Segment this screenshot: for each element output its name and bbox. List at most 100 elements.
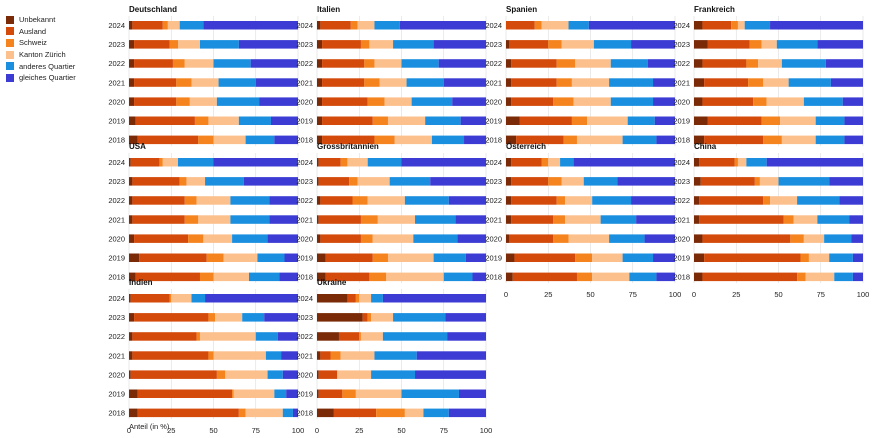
bar-segment	[748, 78, 764, 87]
bar-segment	[763, 78, 789, 87]
bar-segment	[292, 408, 298, 418]
bar-segment	[367, 196, 405, 205]
bar-segment	[137, 408, 239, 418]
bar-segment	[284, 253, 298, 262]
year-label: 2024	[296, 21, 313, 30]
bar-segment	[588, 21, 675, 30]
bar-segment	[129, 234, 135, 243]
bar-segment	[443, 272, 473, 282]
bar-segment	[135, 116, 195, 125]
bar-segment	[184, 196, 197, 205]
bar-segment	[393, 313, 446, 322]
legend-swatch	[6, 73, 14, 82]
bar-segment	[731, 21, 738, 30]
bar-segment	[457, 234, 486, 243]
x-tick-label: 25	[732, 290, 740, 299]
bar-segment	[134, 40, 170, 49]
bar-segment	[130, 158, 160, 167]
bar-segment	[653, 253, 675, 262]
bar-segment	[506, 234, 510, 243]
bar-segment	[817, 40, 863, 49]
bar-segment	[186, 177, 206, 186]
bar-segment	[443, 78, 486, 87]
bar-segment	[763, 196, 771, 205]
bar-segment	[780, 116, 816, 125]
legend-swatch	[6, 15, 14, 24]
bar-segment	[565, 215, 601, 224]
bar-segment	[694, 272, 703, 282]
year-label: 2024	[485, 158, 502, 167]
bar-segment	[130, 370, 217, 379]
bar-segment	[129, 177, 133, 186]
year-label: 2023	[673, 177, 690, 186]
year-label: 2021	[108, 78, 125, 87]
year-label: 2024	[108, 294, 125, 303]
year-label: 2021	[296, 215, 313, 224]
bar-segment	[506, 40, 510, 49]
bar-segment	[171, 294, 192, 303]
bar-segment	[245, 135, 275, 145]
bar-segment	[592, 196, 632, 205]
bar-segment	[279, 272, 298, 282]
year-label: 2018	[296, 409, 313, 418]
bar-segment	[776, 40, 818, 49]
bar-segment	[548, 158, 561, 167]
bar-segment	[265, 351, 282, 360]
bar-segment	[803, 97, 843, 106]
bar-segment	[425, 116, 461, 125]
bar-segment	[707, 40, 750, 49]
bar-segment	[213, 158, 298, 167]
bar-segment	[198, 215, 231, 224]
bar-segment	[423, 408, 449, 418]
bar-segment	[413, 234, 458, 243]
bar-segment	[553, 215, 566, 224]
year-label: 2024	[296, 158, 313, 167]
bar-segment	[653, 78, 675, 87]
bar-segment	[694, 40, 708, 49]
x-tick-label: 50	[209, 426, 217, 435]
bar-segment	[132, 196, 185, 205]
bar-segment	[205, 294, 298, 303]
bar-segment	[213, 135, 246, 145]
bar-segment	[746, 158, 767, 167]
bar-segment	[242, 313, 265, 322]
year-label: 2023	[673, 40, 690, 49]
bar-segment	[839, 196, 863, 205]
year-label: 2020	[485, 97, 502, 106]
bar-segment	[629, 272, 657, 282]
bar-segment	[317, 40, 323, 49]
bar-segment	[704, 135, 764, 145]
bar-segment	[267, 370, 283, 379]
bar-segment	[561, 177, 584, 186]
bar-segment	[430, 177, 486, 186]
bar-segment	[512, 272, 577, 282]
legend-label: Schweiz	[19, 38, 47, 48]
bar-segment	[694, 253, 705, 262]
bar-segment	[169, 40, 179, 49]
bar-segment	[337, 370, 372, 379]
bar-segment	[238, 116, 271, 125]
bar-segment	[576, 272, 593, 282]
bar-segment	[622, 135, 657, 145]
bar-segment	[333, 408, 377, 418]
bar-segment	[511, 59, 557, 68]
year-label: 2023	[485, 40, 502, 49]
bar-segment	[702, 97, 754, 106]
bar-segment	[330, 351, 341, 360]
bar-segment	[167, 21, 180, 30]
bar-segment	[844, 135, 863, 145]
bar-segment	[746, 59, 759, 68]
bar-segment	[737, 21, 745, 30]
bar-segment	[433, 40, 486, 49]
bar-segment	[282, 370, 298, 379]
year-label: 2023	[296, 313, 313, 322]
bar-segment	[277, 332, 298, 341]
bar-segment	[132, 21, 163, 30]
bar-segment	[184, 215, 199, 224]
bar-segment	[129, 97, 135, 106]
bar-segment	[208, 313, 216, 322]
bar-segment	[514, 253, 576, 262]
year-label: 2022	[108, 196, 125, 205]
bar-segment	[129, 59, 135, 68]
bar-segment	[592, 253, 623, 262]
